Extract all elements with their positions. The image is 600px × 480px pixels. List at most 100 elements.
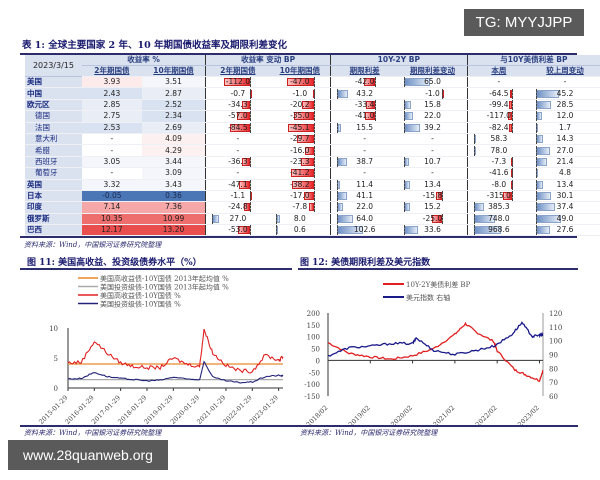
cell-spread: -	[330, 167, 399, 180]
cell-c10: -23.3	[269, 156, 331, 169]
table-row: 日本 -0.05 0.36 -1.1 -17.0 41.1 -15.8 -315.0 30.1	[25, 190, 600, 203]
cell-c10: -16.0	[269, 144, 331, 157]
cell-y10: 2.87	[141, 87, 207, 100]
cell-value: 22.0	[424, 111, 441, 121]
cell-y2: 2.85	[81, 99, 142, 112]
data-bar	[302, 100, 314, 109]
country-name: 俄罗斯	[25, 213, 82, 226]
cell-value: 0.6	[293, 225, 306, 235]
cell-spread: -42.0	[330, 76, 399, 89]
col-header-10y-yield: 10年期国债	[141, 65, 207, 77]
cell-value: 28.5	[556, 99, 574, 109]
col-header-2y-yield: 2年期国债	[81, 65, 142, 77]
table-row: 西班牙 3.05 3.44 -36.3 -23.3 38.7 10.7 -7.3 21.4	[25, 156, 600, 169]
bar-axis	[511, 168, 513, 179]
date-cell: 2023/3/15	[25, 55, 82, 77]
bar-axis	[313, 168, 315, 179]
cell-value: 1.7	[559, 122, 571, 132]
data-bar	[509, 89, 512, 98]
data-bar	[304, 192, 314, 201]
cell-y10: 4.29	[141, 144, 207, 157]
data-bar	[287, 78, 314, 87]
country-name: 意大利	[25, 133, 82, 146]
cell-value: -	[563, 77, 567, 87]
cell-c10: -29.7	[269, 133, 331, 146]
cell-y2: 2.75	[81, 110, 142, 123]
cell-vs-us: 78.0	[467, 144, 531, 157]
bar-axis	[511, 88, 513, 99]
bar-axis	[250, 111, 252, 122]
data-bar	[288, 123, 314, 132]
cell-spread: -	[330, 133, 399, 146]
bar-axis	[536, 156, 538, 167]
cell-value: -	[236, 134, 240, 144]
x-tick-label: 2019/02	[347, 404, 372, 425]
group-header-yield-change: 收益率 变动 BP	[205, 55, 331, 66]
data-bar	[364, 112, 375, 121]
bar-axis	[313, 179, 315, 190]
data-bar	[224, 78, 251, 87]
x-tick-label: 2021/02	[432, 404, 457, 425]
bar-axis	[313, 122, 315, 133]
cell-value: -112.0	[225, 77, 250, 87]
cell-y2: 7.14	[81, 201, 142, 214]
data-bar	[309, 203, 314, 212]
col-header-2y-change: 2年期国债	[205, 65, 270, 77]
cell-value: -53.0	[228, 225, 248, 235]
table-row: 美国 3.93 3.51 -112.0 -47.0 -42.0 65.0 - -	[25, 76, 600, 89]
cell-c2: -24.8	[205, 201, 270, 214]
cell-value: -15.8	[422, 191, 443, 201]
data-bar	[536, 100, 551, 109]
cell-c2: -	[205, 133, 270, 146]
cell-c2: -34.3	[205, 99, 270, 112]
cell-c10: -41.2	[269, 167, 331, 180]
cell-spread: 11.4	[330, 179, 399, 191]
bar-axis	[536, 145, 538, 156]
cell-c10: -35.0	[269, 110, 331, 123]
data-bar	[508, 112, 512, 121]
series-line	[67, 360, 284, 384]
group-header-vs-us: 与10Y美债利差 BP	[467, 55, 600, 66]
bar-axis	[313, 134, 315, 145]
legend-label: 美国高收益债-10Y国债 %	[100, 291, 181, 300]
bar-axis	[511, 122, 513, 133]
cell-vs-us: -41.6	[467, 167, 531, 180]
cell-spread-chg: -	[398, 144, 468, 157]
cell-y2: -	[81, 144, 142, 157]
bar-axis	[374, 99, 376, 110]
data-bar	[230, 123, 251, 132]
bar-axis	[275, 213, 277, 224]
series-line	[67, 328, 284, 374]
cell-vs-us: -82.4	[467, 122, 531, 134]
cell-y2: 10.35	[81, 213, 142, 226]
cell-vs-us_chg: 21.4	[530, 156, 600, 169]
cell-value: 45.2	[556, 88, 574, 98]
cell-spread-chg: -1.0	[398, 87, 468, 100]
cell-vs-us_chg: 45.2	[530, 87, 600, 100]
cell-value: -7.8	[292, 202, 308, 212]
cell-c2: -	[205, 144, 270, 157]
cell-y2: 3.32	[81, 179, 142, 191]
cell-c2: -53.0	[205, 224, 270, 237]
cell-value: -41.0	[354, 111, 375, 121]
col-header-spread-change: 期限利差变动	[398, 65, 468, 77]
cell-value: -24.8	[228, 202, 248, 212]
figure11-rule	[20, 268, 292, 270]
cell-value: -42.0	[354, 77, 375, 87]
data-bar	[509, 123, 512, 132]
bar-axis	[404, 156, 406, 167]
country-name: 法国	[25, 122, 82, 134]
bar-axis	[313, 145, 315, 156]
cell-y10: 3.43	[141, 179, 207, 191]
cell-value: -	[497, 77, 501, 87]
x-tick-label: 2023/02	[516, 404, 541, 425]
table-title-rule	[20, 53, 577, 55]
cell-vs-us: -7.3	[467, 156, 531, 169]
cell-value: 22.0	[356, 202, 373, 212]
cell-spread-chg: 33.6	[398, 224, 468, 237]
bar-axis	[336, 122, 338, 133]
bar-axis	[250, 202, 252, 213]
cell-value: 12.0	[556, 111, 574, 121]
cell-vs-us_chg: 12.0	[530, 110, 600, 123]
cell-value: -	[363, 145, 366, 155]
